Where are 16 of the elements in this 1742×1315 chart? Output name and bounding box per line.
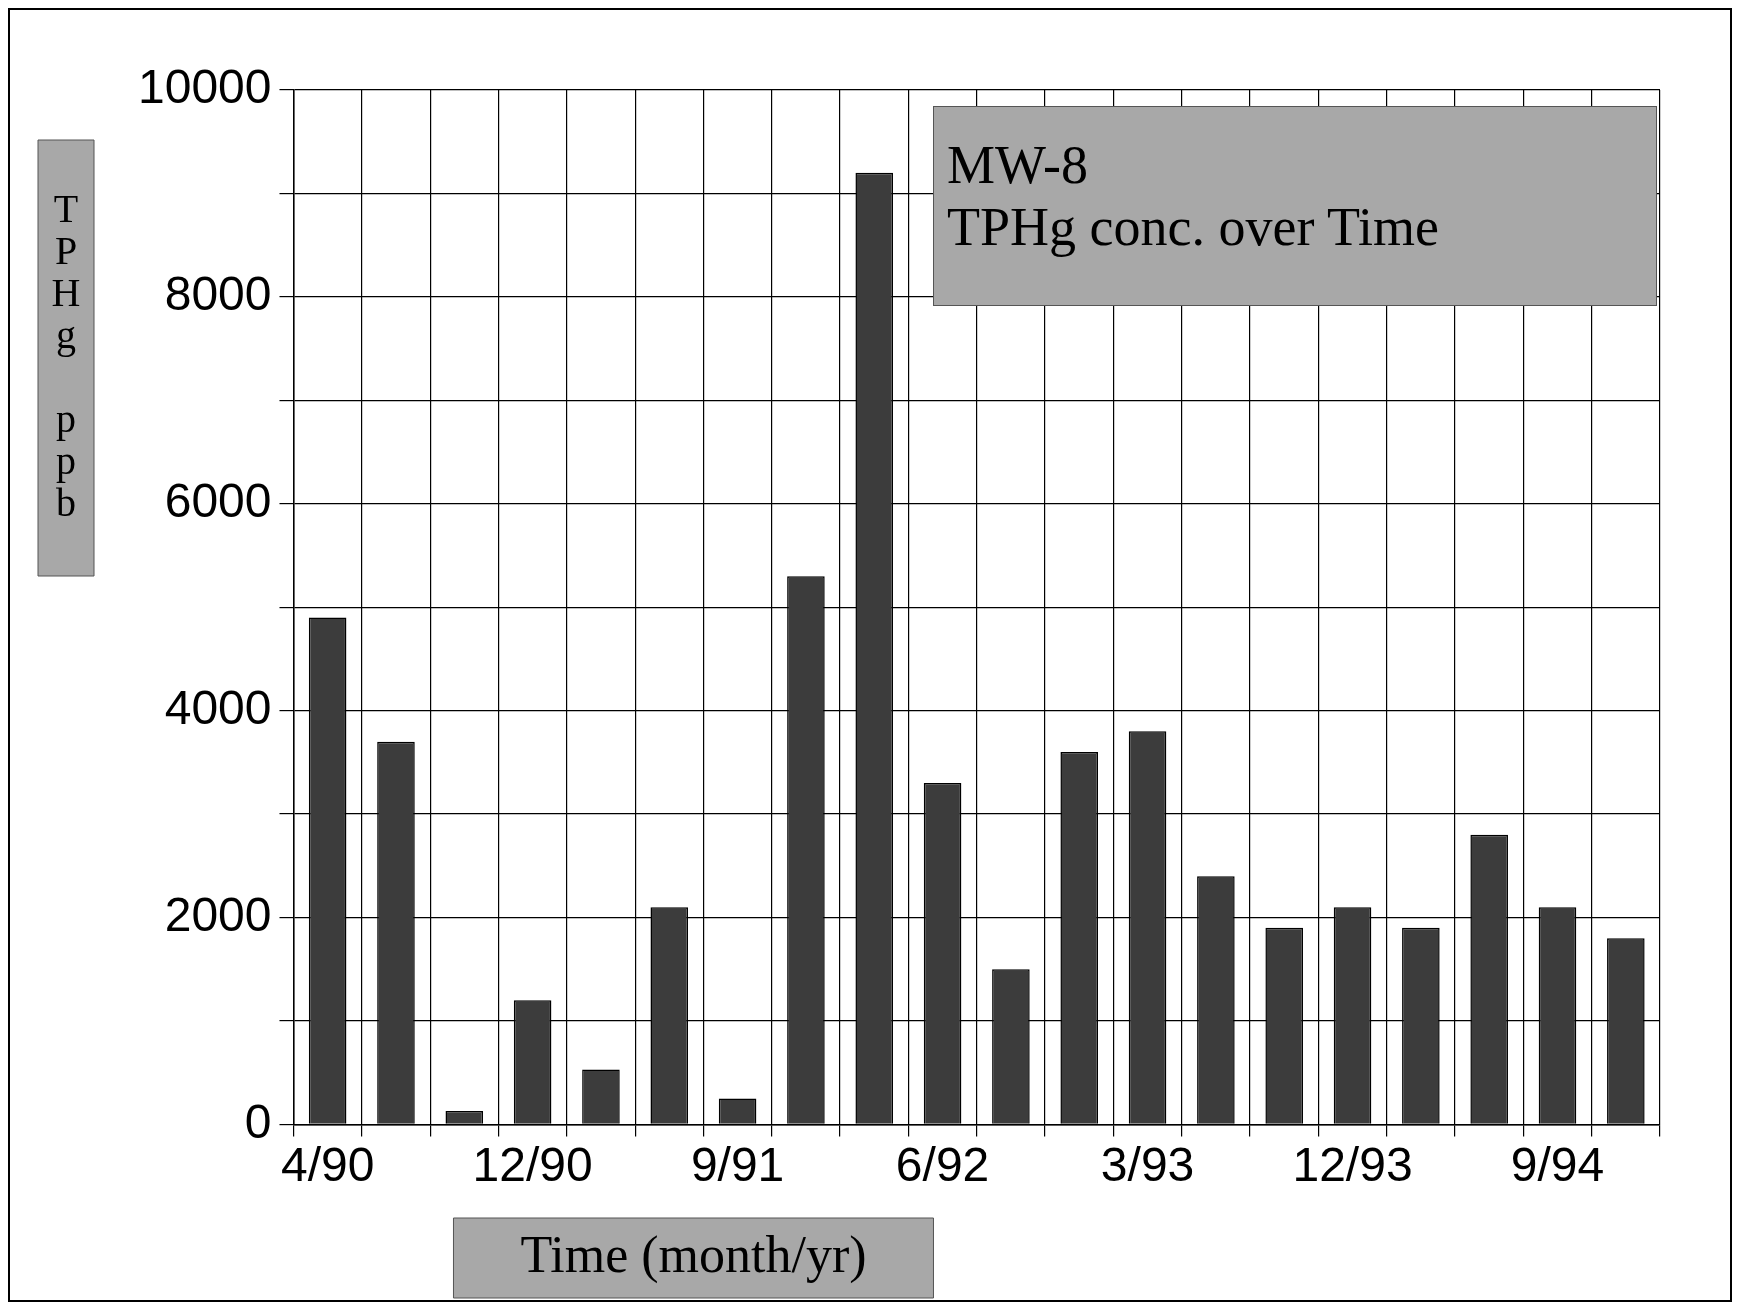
text: MW-8 TPHg conc. over Time <box>947 134 1439 258</box>
y-tick-label: 4000 <box>164 680 272 734</box>
x-tick-label: 9/94 <box>1510 1138 1605 1192</box>
y-tick-label: 10000 <box>137 60 272 114</box>
x-tick-label: 12/90 <box>472 1138 593 1192</box>
x-tick-label: 3/93 <box>1100 1138 1195 1192</box>
x-tick-label: 9/91 <box>690 1138 785 1192</box>
x-tick-label: 6/92 <box>895 1138 990 1192</box>
y-tick-label: 8000 <box>164 267 272 321</box>
y-tick-label: 2000 <box>164 887 272 941</box>
y-tick-label: 6000 <box>164 473 272 527</box>
x-axis-title: Time (month/yr) <box>520 1225 867 1284</box>
y-tick-label: 0 <box>244 1094 272 1148</box>
x-tick-label: 12/93 <box>1292 1138 1413 1192</box>
y-axis-title: TPHg ppb <box>51 185 81 525</box>
x-tick-label: 4/90 <box>280 1138 375 1192</box>
